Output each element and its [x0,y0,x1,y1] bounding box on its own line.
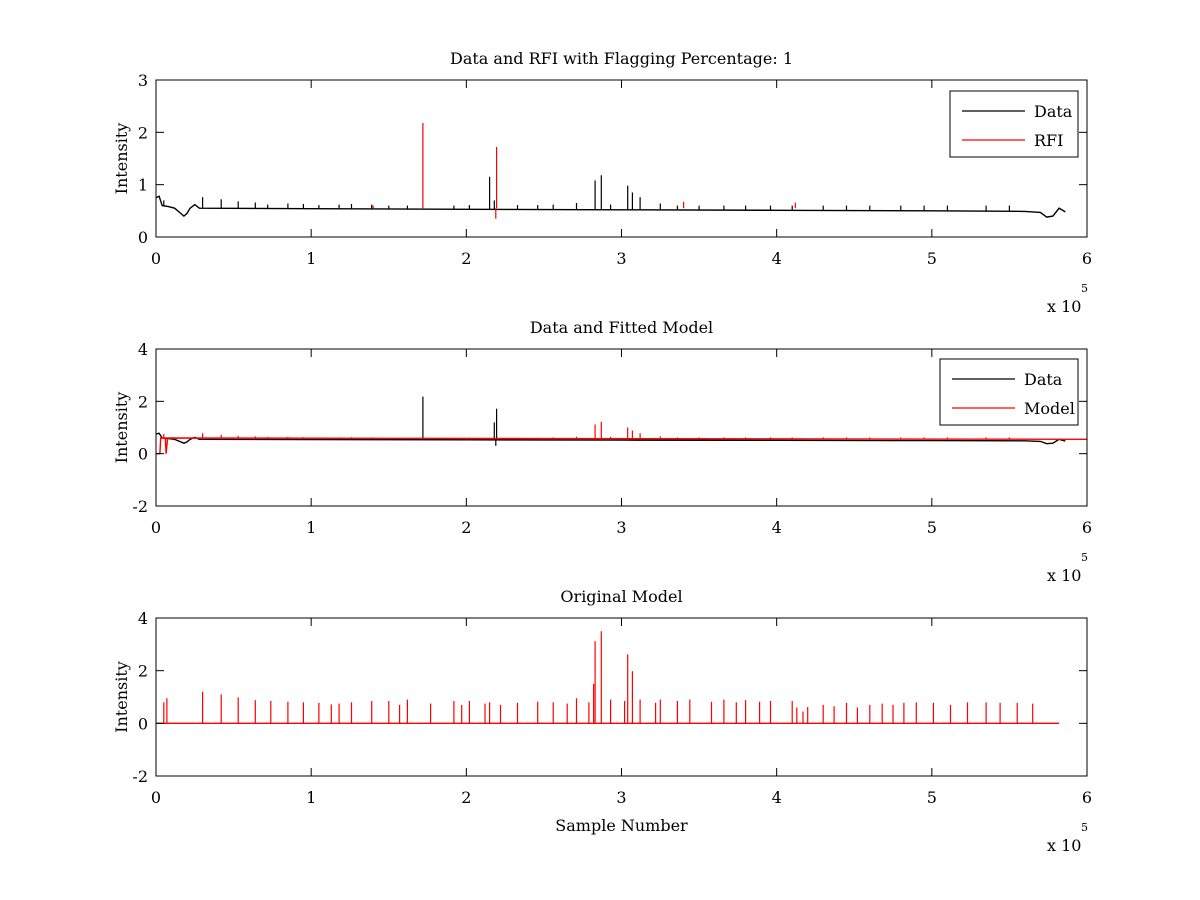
x-tick-label: 5 [927,249,937,268]
x-tick-label: 3 [616,249,626,268]
x-tick-label: 1 [306,518,316,537]
x-tick-label: 2 [461,518,471,537]
x-tick-label: 3 [616,518,626,537]
legend-box [949,90,1079,158]
y-axis-label: Intensity [112,661,131,733]
y-tick-label: 4 [138,609,148,628]
plot-area [156,618,1087,776]
x-tick-label: 1 [306,788,316,807]
x-tick-label: 6 [1082,249,1092,268]
y-tick-label: 0 [138,714,148,733]
x-multiplier-exponent: 5 [1081,282,1088,295]
y-tick-label: 3 [138,71,148,90]
x-tick-label: 2 [461,249,471,268]
legend: Data RFI [949,90,1079,158]
x-tick-label: 6 [1082,518,1092,537]
x-tick-label: 4 [772,788,782,807]
legend-label: RFI [1034,131,1063,150]
y-tick-label: 4 [138,340,148,359]
x-tick-label: 6 [1082,788,1092,807]
x-tick-label: 1 [306,249,316,268]
legend: Data Model [939,358,1079,426]
x-tick-label: 5 [927,518,937,537]
plot-area [156,349,1087,506]
x-axis-label: Sample Number [555,816,688,835]
legend-label: Model [1024,399,1075,418]
chart-title: Original Model [560,587,682,606]
chart-title: Data and RFI with Flagging Percentage: 1 [450,49,793,68]
x-tick-label: 0 [151,518,161,537]
y-tick-label: 2 [138,123,148,142]
legend-box [939,358,1079,426]
x-multiplier: x 10 [1047,297,1081,316]
series-group [156,631,1060,724]
y-tick-label: 2 [138,392,148,411]
y-tick-label: -2 [132,497,148,516]
y-axis-label: Intensity [112,123,131,195]
x-tick-label: 4 [772,518,782,537]
legend-label: Data [1024,370,1063,389]
x-tick-label: 0 [151,788,161,807]
x-multiplier: x 10 [1047,836,1081,855]
x-tick-label: 2 [461,788,471,807]
x-tick-label: 4 [772,249,782,268]
x-tick-label: 5 [927,788,937,807]
legend-label: Data [1034,102,1073,121]
chart-title: Data and Fitted Model [530,318,713,337]
series-line-data [156,432,1066,445]
y-tick-label: 0 [138,445,148,464]
x-tick-label: 0 [151,249,161,268]
y-axis-label: Intensity [112,392,131,464]
x-multiplier-exponent: 5 [1081,821,1088,834]
x-multiplier: x 10 [1047,566,1081,585]
y-tick-label: 0 [138,228,148,247]
x-tick-label: 3 [616,788,626,807]
series-group [156,122,1066,219]
y-tick-label: -2 [132,767,148,786]
x-multiplier-exponent: 5 [1081,551,1088,564]
y-tick-label: 1 [138,176,148,195]
y-tick-label: 2 [138,662,148,681]
plot-area [156,80,1087,237]
